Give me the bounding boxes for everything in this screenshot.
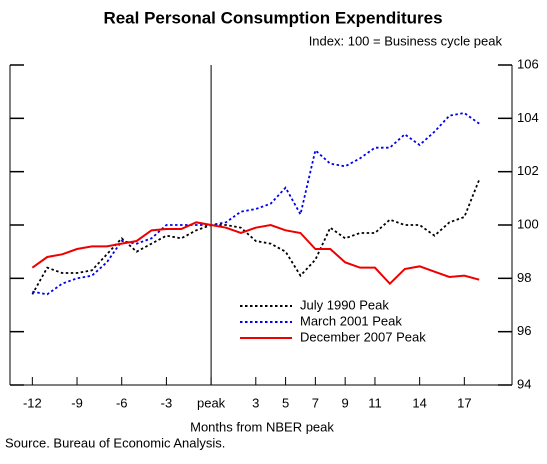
x-tick-label: 9 [342, 395, 349, 410]
legend-label: December 2007 Peak [300, 329, 426, 344]
x-tick-label: -9 [71, 395, 83, 410]
x-tick-label: -12 [23, 395, 42, 410]
x-tick-label: -6 [116, 395, 128, 410]
chart-subtitle: Index: 100 = Business cycle peak [309, 33, 503, 48]
x-tick-label: 11 [368, 395, 382, 410]
y-tick-label: 102 [517, 163, 539, 178]
y-tick-label: 94 [517, 376, 531, 391]
y-tick-label: 100 [517, 216, 539, 231]
legend-label: March 2001 Peak [300, 313, 402, 328]
y-tick-label: 96 [517, 323, 531, 338]
legend-label: July 1990 Peak [300, 297, 389, 312]
x-tick-label: 7 [312, 395, 319, 410]
x-tick-label: 3 [252, 395, 259, 410]
y-tick-label: 98 [517, 270, 531, 285]
series-line [31, 221, 480, 286]
source-note: Source. Bureau of Economic Analysis. [5, 435, 225, 450]
x-tick-label: -3 [161, 395, 173, 410]
chart-title: Real Personal Consumption Expenditures [103, 8, 442, 27]
series-line [31, 179, 481, 295]
x-tick-label: peak [197, 395, 226, 410]
x-axis-label: Months from NBER peak [190, 419, 334, 434]
y-tick-label: 104 [517, 110, 539, 125]
y-tick-label: 106 [517, 56, 539, 71]
x-tick-label: 5 [282, 395, 289, 410]
x-tick-label: 14 [412, 395, 426, 410]
x-tick-label: 17 [457, 395, 471, 410]
